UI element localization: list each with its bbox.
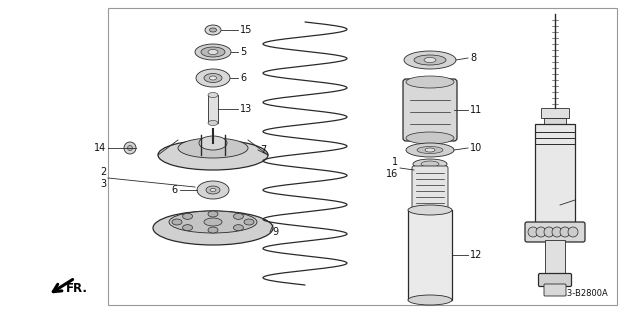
Ellipse shape [209,28,216,32]
Text: 4: 4 [563,200,569,210]
Text: 13: 13 [240,104,252,114]
Ellipse shape [208,92,218,98]
Ellipse shape [205,25,221,35]
Ellipse shape [552,227,562,237]
Ellipse shape [209,76,216,80]
Ellipse shape [413,159,447,169]
Ellipse shape [182,213,192,219]
Text: S843-B2800A: S843-B2800A [551,289,608,298]
FancyBboxPatch shape [544,284,566,296]
Ellipse shape [406,76,454,88]
Bar [535,124,575,224]
Ellipse shape [201,47,225,57]
Text: 9: 9 [272,227,278,237]
Ellipse shape [208,121,218,125]
Ellipse shape [208,211,218,217]
Bar [545,240,565,275]
Ellipse shape [560,227,570,237]
Text: 10: 10 [470,143,482,153]
Text: 6: 6 [240,73,246,83]
Ellipse shape [417,147,443,154]
Text: 14: 14 [94,143,106,153]
Text: 6: 6 [172,185,178,195]
Text: 15: 15 [240,25,252,35]
Ellipse shape [195,44,231,60]
Ellipse shape [424,58,436,62]
Ellipse shape [425,148,435,152]
Ellipse shape [204,218,222,226]
Ellipse shape [169,211,257,233]
FancyBboxPatch shape [403,79,457,141]
Ellipse shape [406,143,454,157]
Ellipse shape [199,136,227,150]
Ellipse shape [233,225,244,231]
Ellipse shape [153,211,273,245]
Text: 3: 3 [100,179,106,189]
Bar [208,95,218,123]
Text: 5: 5 [240,47,246,57]
Bar [108,8,617,305]
Bar [408,210,452,300]
Bar [541,108,569,118]
Text: 8: 8 [470,53,476,63]
Ellipse shape [208,50,218,54]
Ellipse shape [127,146,133,150]
Ellipse shape [197,181,229,199]
Ellipse shape [210,188,216,191]
Ellipse shape [158,140,268,170]
Ellipse shape [208,227,218,233]
Text: 11: 11 [470,105,482,115]
FancyBboxPatch shape [412,166,448,210]
FancyBboxPatch shape [525,222,585,242]
Ellipse shape [408,295,452,305]
Ellipse shape [178,138,248,158]
Ellipse shape [244,219,254,225]
Ellipse shape [536,227,546,237]
Ellipse shape [544,227,554,237]
Ellipse shape [124,142,136,154]
Ellipse shape [406,132,454,144]
Text: 16: 16 [386,169,398,179]
Ellipse shape [528,227,538,237]
Text: 7: 7 [260,145,266,155]
Ellipse shape [421,161,439,167]
Ellipse shape [404,51,456,69]
Text: 12: 12 [470,250,482,260]
Ellipse shape [414,55,446,65]
Text: FR.: FR. [66,282,88,294]
Ellipse shape [206,186,220,194]
Ellipse shape [196,69,230,87]
Ellipse shape [182,225,192,231]
Text: 1: 1 [392,157,398,167]
Ellipse shape [568,227,578,237]
Bar [544,118,566,124]
Text: 2: 2 [100,167,106,177]
FancyBboxPatch shape [538,274,572,286]
Ellipse shape [408,205,452,215]
Ellipse shape [233,213,244,219]
Ellipse shape [172,219,182,225]
Ellipse shape [204,74,222,83]
